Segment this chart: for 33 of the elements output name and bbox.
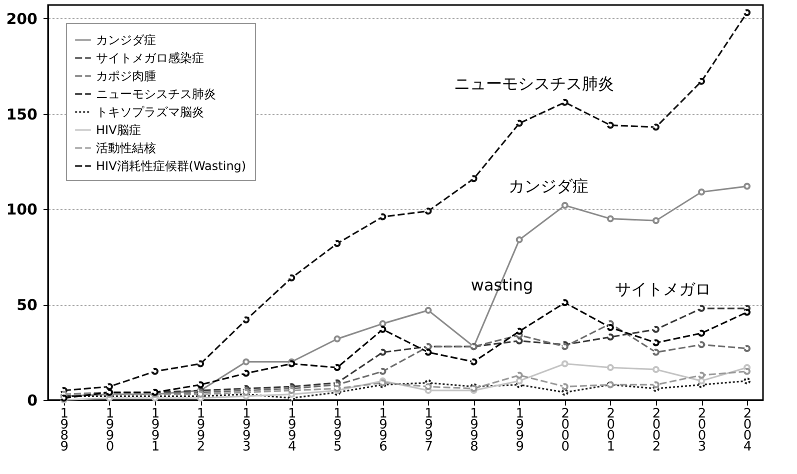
annotation: wasting <box>470 275 534 294</box>
legend-label: トキソプラズマ脳炎 <box>96 105 204 119</box>
legend-label: ニューモシスチス肺炎 <box>96 87 216 101</box>
y-tick-label: 100 <box>6 200 38 219</box>
annotation: カンジダ症 <box>508 176 588 196</box>
x-tick-label: 1998 <box>470 406 478 454</box>
x-tick-label: 1994 <box>288 406 296 454</box>
x-tick-label: 1989 <box>60 406 69 454</box>
legend-label: 活動性結核 <box>96 141 156 155</box>
annotation: サイトメガロ <box>614 279 711 298</box>
x-tick-label: 1992 <box>196 406 206 454</box>
legend-label: カンジダ症 <box>96 33 156 47</box>
x-tick-label: 2004 <box>743 406 752 454</box>
x-tick-label: 1999 <box>516 406 524 454</box>
x-tick-label: 1990 <box>106 406 114 454</box>
legend-label: サイトメガロ感染症 <box>96 51 204 65</box>
x-tick-label: 2002 <box>652 406 661 454</box>
y-tick-label: 200 <box>6 10 38 28</box>
x-tick-label: 1995 <box>334 406 342 454</box>
annotation: ニューモシスチス肺炎 <box>454 74 614 93</box>
legend-label: HIV脳症 <box>96 123 141 137</box>
x-tick-label: 2000 <box>561 406 570 454</box>
x-tick-label: 2003 <box>698 406 706 454</box>
legend-label: HIV消耗性症候群(Wasting) <box>96 159 246 173</box>
x-tick-label: 1991 <box>151 406 160 454</box>
x-tick-label: 1996 <box>379 406 388 454</box>
y-tick-label: 50 <box>16 296 38 314</box>
x-tick-label: 2001 <box>606 406 616 454</box>
y-tick-label: 150 <box>6 105 38 124</box>
x-tick-label: 1993 <box>242 406 251 454</box>
x-tick-label: 1997 <box>424 406 433 454</box>
y-tick-label: 0 <box>27 392 38 410</box>
legend-label: カポジ肉腫 <box>96 69 156 83</box>
